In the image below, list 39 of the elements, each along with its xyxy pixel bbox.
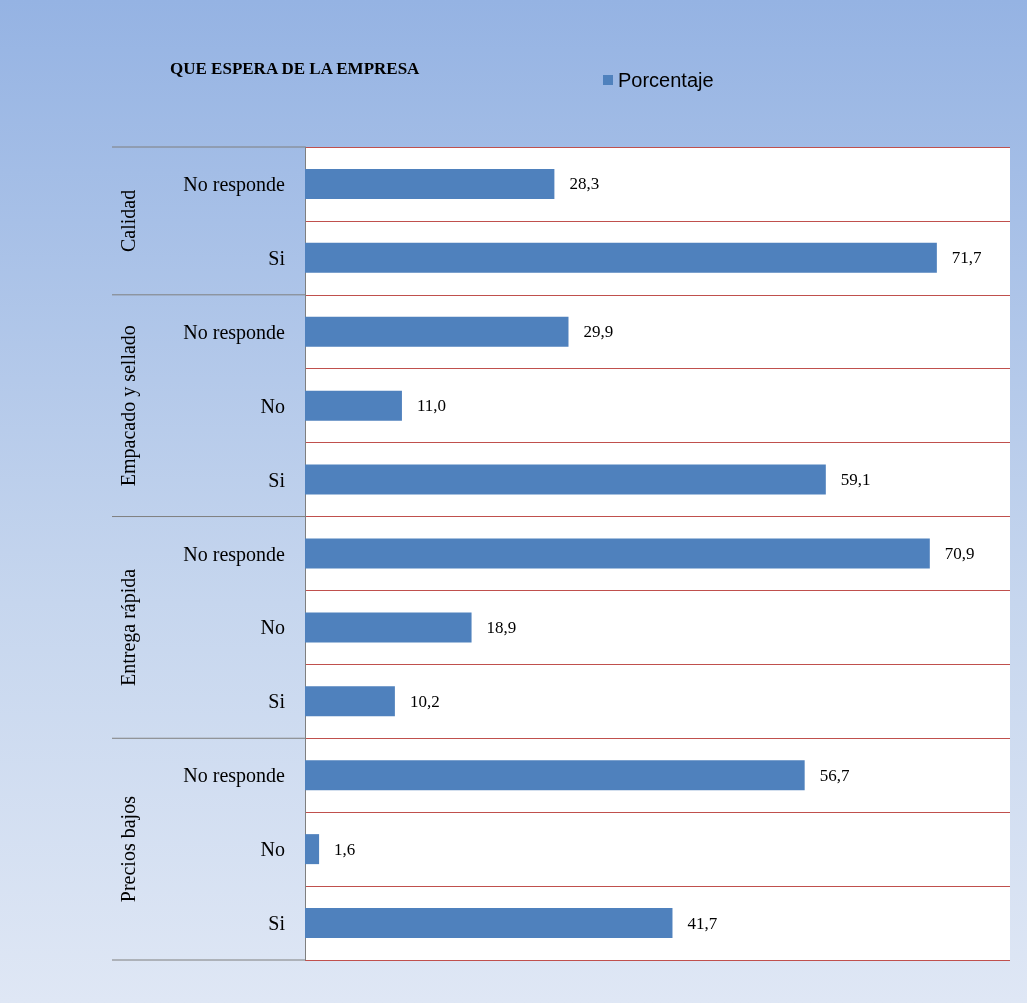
y-tick-label: Si [268,246,286,269]
text: Precios bajos [117,795,140,903]
bar [305,464,826,495]
text: Empacado y sellado [117,325,140,487]
bar [305,760,805,791]
y-tick-label: No responde [183,320,286,344]
data-label: 59,1 [840,470,871,490]
bar [305,686,395,717]
bar [305,908,673,939]
y-tick-label: No [260,616,285,639]
y-tick-label: Si [268,690,286,713]
y-tick-label: No [260,394,285,417]
y-tick-label: No [260,838,285,861]
data-label: 18,9 [486,617,517,637]
bar [305,390,402,421]
data-label: 70,9 [944,544,975,563]
data-label: 56,7 [819,765,850,785]
bar [305,538,930,569]
bar [305,834,320,865]
bar [305,168,555,199]
bar [305,612,472,643]
data-label: 10,2 [409,691,440,711]
y-tick-label: No responde [183,172,286,196]
text: Entrega rápida [117,568,140,686]
data-label: 11,0 [416,396,447,416]
data-label: 71,7 [951,248,983,268]
text: Calidad [117,189,139,253]
y-tick-label: No responde [183,542,286,566]
y-tick-label: Si [268,912,286,935]
bar [305,316,569,347]
data-label: 29,9 [583,322,614,342]
legend-label: Porcentaje [618,69,714,91]
y-tick-label: No responde [183,764,286,788]
data-label: 41,7 [687,913,718,933]
data-label: 1,6 [334,839,356,859]
bar [305,242,937,273]
data-label: 28,3 [569,174,600,194]
y-tick-label: Si [268,468,286,491]
chart-title: QUE ESPERA DE LA EMPRESA [170,59,421,78]
